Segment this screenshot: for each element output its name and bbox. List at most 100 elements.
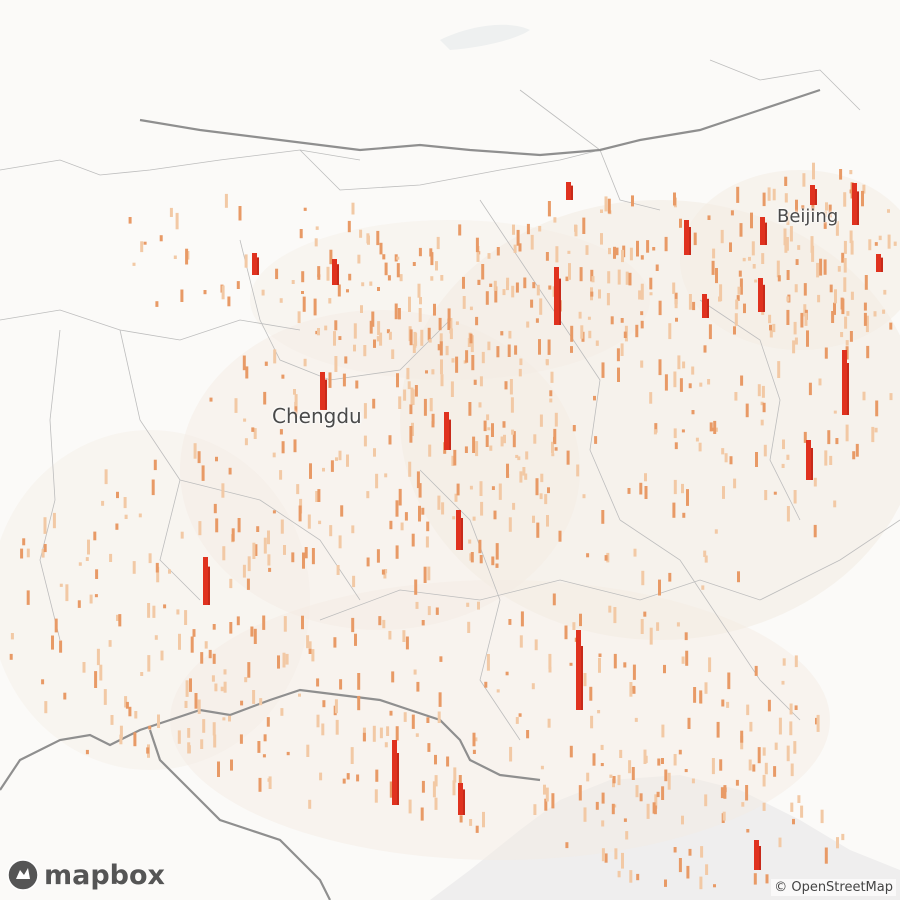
density-bar (259, 698, 263, 706)
density-bar (519, 635, 523, 648)
density-bar (808, 382, 812, 396)
density-bar (153, 459, 157, 471)
density-bar (554, 412, 558, 427)
density-bar (294, 394, 298, 407)
density-bar (713, 884, 716, 888)
density-bar (366, 491, 370, 499)
density-bar (208, 566, 210, 605)
density-bar (644, 473, 647, 482)
density-bar (629, 682, 633, 697)
density-bar (388, 630, 392, 640)
density-bar (508, 517, 512, 532)
density-bar (496, 346, 500, 358)
density-bar (504, 381, 508, 390)
density-bar (383, 571, 387, 579)
density-bar (262, 754, 266, 758)
density-bar (635, 785, 639, 798)
density-bar (684, 220, 689, 255)
density-bar (237, 518, 241, 533)
density-bar (26, 548, 30, 558)
density-bar (841, 252, 845, 263)
density-bar (396, 263, 400, 278)
density-bar (413, 669, 417, 675)
density-bar (306, 744, 310, 757)
density-bar (428, 444, 432, 457)
density-bar (708, 657, 712, 673)
density-bar (373, 339, 376, 348)
density-bar (489, 445, 493, 451)
density-bar (681, 429, 685, 433)
density-bar (227, 296, 231, 307)
density-bar (94, 594, 98, 598)
density-bar (440, 275, 444, 281)
density-bar (844, 316, 848, 329)
density-bar (326, 266, 330, 281)
density-bar (546, 515, 549, 527)
density-bar (587, 316, 591, 320)
density-bar (143, 241, 147, 245)
mapbox-logo[interactable]: mapbox (6, 858, 165, 892)
density-bar (392, 740, 397, 805)
density-bar (54, 618, 58, 633)
density-bar (475, 316, 479, 326)
density-bar (455, 356, 459, 373)
density-bar (344, 356, 348, 364)
density-bar (758, 278, 763, 312)
density-bar (782, 658, 786, 666)
density-bar (852, 183, 857, 225)
density-bar (431, 369, 435, 375)
density-bar (228, 715, 231, 722)
density-bar (373, 448, 376, 457)
density-bar (754, 840, 759, 870)
density-bar (375, 473, 379, 489)
density-bar (709, 422, 713, 432)
density-bar (699, 690, 703, 704)
density-bar (494, 286, 498, 303)
density-bar (757, 384, 761, 397)
density-bar (282, 652, 286, 668)
density-bar (152, 605, 156, 618)
density-bar (437, 344, 441, 351)
density-bar (220, 686, 224, 692)
density-bar (600, 233, 603, 245)
density-bar (187, 742, 191, 754)
density-bar (467, 621, 471, 633)
density-bar (335, 719, 339, 735)
density-bar (640, 619, 644, 634)
density-bar (317, 489, 321, 502)
density-bar (339, 679, 343, 690)
density-bar (484, 681, 488, 688)
density-bar (234, 398, 238, 413)
density-bar (389, 710, 393, 716)
density-bar (437, 495, 441, 510)
density-bar (686, 489, 689, 506)
density-bar (668, 323, 672, 340)
density-bar (769, 324, 772, 331)
density-bar (655, 264, 659, 271)
density-bar (760, 419, 764, 426)
density-bar (583, 673, 587, 687)
attribution-link[interactable]: © OpenStreetMap (771, 879, 896, 896)
density-bar (841, 833, 845, 841)
density-bar (823, 222, 827, 229)
density-bar (679, 378, 683, 392)
density-bar (325, 379, 327, 410)
density-bar (763, 444, 767, 457)
density-bar (569, 662, 573, 666)
density-bar (478, 402, 482, 408)
density-bar (578, 785, 582, 801)
density-bar (452, 780, 456, 796)
density-bar (742, 257, 746, 262)
density-bar (500, 436, 504, 447)
density-bar (453, 767, 457, 783)
density-bar (804, 312, 808, 326)
density-bar (539, 298, 543, 315)
density-bar (316, 678, 320, 687)
density-bar (382, 619, 386, 629)
density-bar (678, 749, 682, 755)
density-bar (640, 320, 644, 329)
density-bar (607, 271, 611, 284)
density-bar (252, 253, 257, 275)
density-bar (409, 329, 413, 346)
